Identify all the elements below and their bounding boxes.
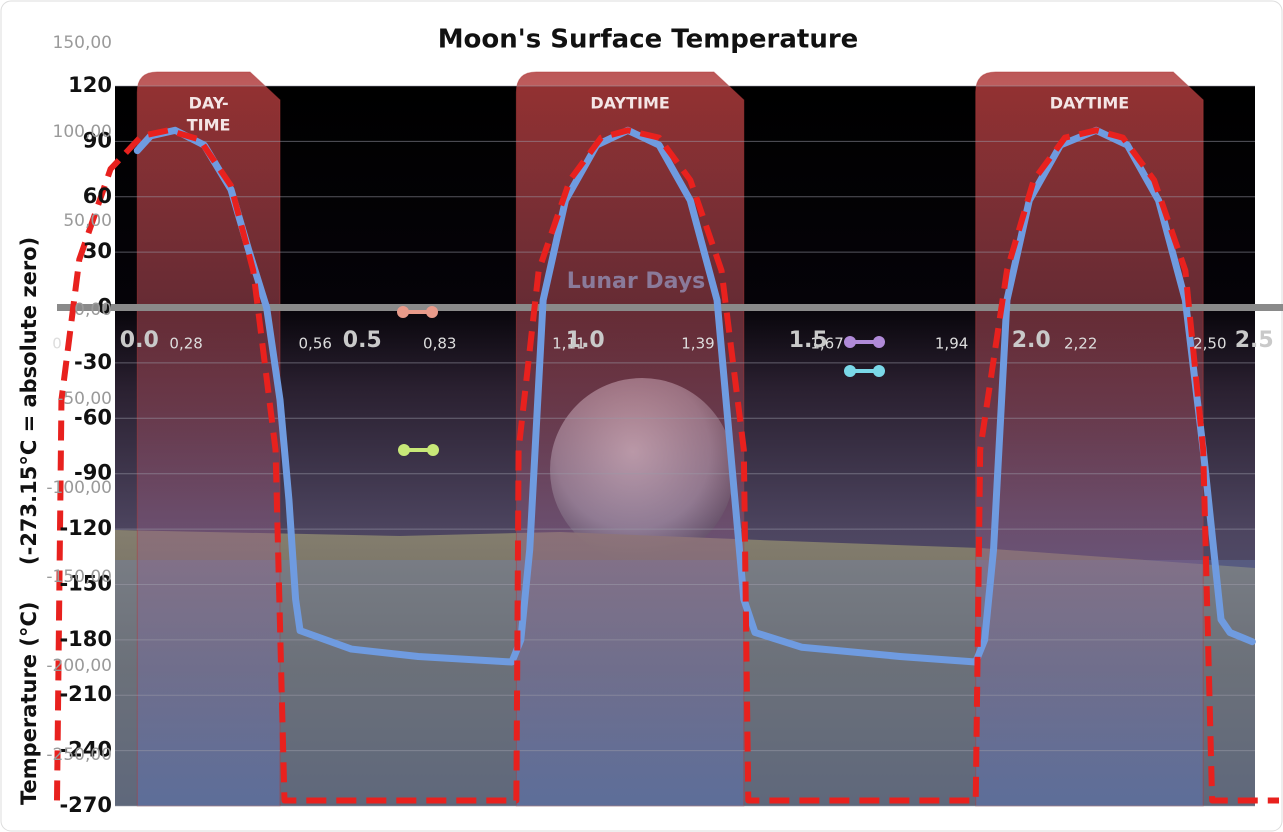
chart-title: Moon's Surface Temperature bbox=[438, 25, 859, 55]
x2-tick-label: 2,50 bbox=[1193, 335, 1226, 353]
x2-tick-label: 1,11 bbox=[552, 335, 585, 353]
day-band bbox=[975, 71, 1204, 807]
y-tick-label: -30 bbox=[74, 350, 112, 374]
y-tick-label: -210 bbox=[59, 682, 112, 706]
y2-tick-label: 50,00 bbox=[63, 211, 112, 231]
x2-tick-label: 1,67 bbox=[810, 335, 843, 353]
y-tick-label: -150 bbox=[59, 571, 112, 595]
x-axis-label: Lunar Days bbox=[567, 269, 706, 294]
y-tick-label: -60 bbox=[74, 405, 112, 429]
y2-tick-label: -250,00 bbox=[46, 745, 112, 765]
y-tick-label: 120 bbox=[68, 73, 112, 97]
y-tick-label: 0 bbox=[97, 295, 112, 319]
y-tick-label: 30 bbox=[83, 239, 112, 263]
y-axis-label: Temperature (°C) bbox=[17, 602, 41, 805]
x-tick-label: 0.5 bbox=[343, 328, 382, 353]
day-band-label: DAYTIME bbox=[590, 94, 669, 113]
y-tick-label: -90 bbox=[74, 461, 112, 485]
legend-icons bbox=[397, 306, 885, 456]
x2-tick-label: 0,56 bbox=[299, 335, 332, 353]
y2-tick-label: 0,00 bbox=[74, 300, 112, 320]
x2-tick-label: 0,28 bbox=[169, 335, 202, 353]
y2-tick-label: -100,00 bbox=[46, 478, 112, 498]
y2-tick-label: 100,00 bbox=[53, 122, 112, 142]
day-band bbox=[136, 71, 281, 807]
y-tick-label: -270 bbox=[59, 793, 112, 817]
y-axis-note: (-273.15°C = absolute zero) bbox=[17, 237, 41, 565]
day-band bbox=[515, 71, 745, 807]
day-band-label: TIME bbox=[187, 116, 231, 135]
series-line bbox=[133, 126, 1256, 666]
y2-tick-label: -150,00 bbox=[46, 567, 112, 587]
y-tick-label: -240 bbox=[59, 738, 112, 762]
y2-tick-label: 150,00 bbox=[53, 33, 112, 53]
y-tick-label: -120 bbox=[59, 516, 112, 540]
y-tick-label: 60 bbox=[83, 184, 112, 208]
y2-tick-label: -50,00 bbox=[57, 389, 112, 409]
x2-tick-label: 0,83 bbox=[423, 335, 456, 353]
y-tick-label: -180 bbox=[59, 627, 112, 651]
x-tick-label: 1.0 bbox=[566, 328, 605, 353]
x-tick-label: 0.0 bbox=[120, 328, 159, 353]
y2-tick-label: -200,00 bbox=[46, 656, 112, 676]
x-tick-label: 2.0 bbox=[1012, 328, 1051, 353]
y-tick-label: 90 bbox=[83, 128, 112, 152]
x2-tick-label: 1,39 bbox=[681, 335, 714, 353]
x2-tick-label: 0 bbox=[52, 335, 62, 353]
day-band-label: DAYTIME bbox=[1050, 94, 1129, 113]
dashed-series-line bbox=[54, 127, 1279, 804]
x2-tick-label: 2,22 bbox=[1064, 335, 1097, 353]
x-tick-label: 1.5 bbox=[789, 328, 828, 353]
x2-tick-label: 1,94 bbox=[935, 335, 968, 353]
day-band-label: DAY- bbox=[189, 94, 229, 113]
x-tick-label: 2.5 bbox=[1235, 328, 1274, 353]
